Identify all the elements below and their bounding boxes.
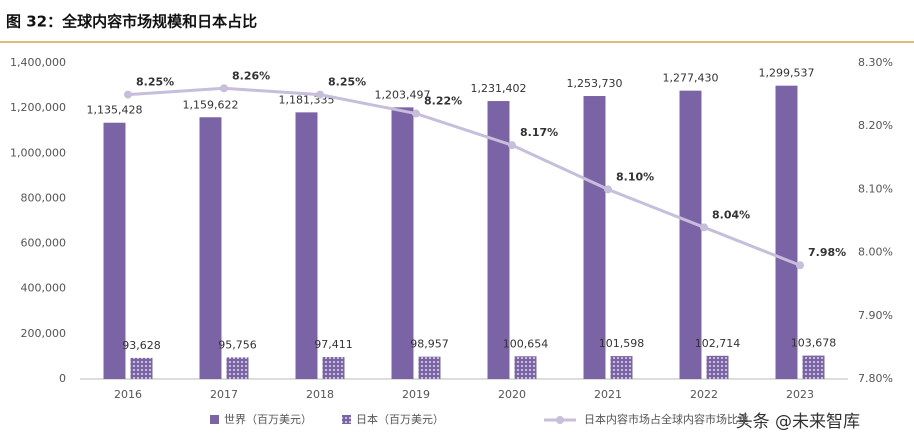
line-value-label: 8.04% (712, 208, 750, 221)
x-tick-label: 2017 (210, 388, 238, 401)
bar (199, 117, 222, 380)
bar-value-label: 1,159,622 (183, 98, 239, 111)
line-point (508, 141, 516, 150)
legend-label: 日本（百万美元） (356, 412, 444, 426)
x-tick-label: 2019 (402, 388, 430, 401)
watermark: 头条 @未来智库 (736, 412, 860, 432)
bar-value-label: 100,654 (503, 337, 549, 350)
bar (610, 356, 633, 379)
legend-label: 世界（百万美元） (224, 413, 312, 426)
bar-value-label: 103,678 (791, 337, 837, 350)
line-point (220, 84, 228, 93)
y2-tick-label: 7.90% (858, 309, 893, 322)
bar (802, 355, 825, 379)
y2-tick-label: 8.20% (858, 119, 893, 132)
line-value-label: 8.10% (616, 170, 654, 183)
bar (226, 357, 249, 379)
legend-marker (556, 416, 564, 424)
y2-tick-label: 8.00% (858, 246, 893, 259)
line-point (316, 90, 324, 99)
legend-label: 日本内容市场占全球内容市场比重 (584, 412, 749, 426)
line-value-label: 8.26% (232, 69, 270, 82)
line-value-label: 7.98% (808, 246, 846, 259)
bar (487, 101, 510, 379)
line-point (124, 90, 132, 99)
y-tick-label: 600,000 (21, 237, 67, 250)
line-value-label: 8.25% (328, 76, 366, 89)
bar (295, 112, 318, 380)
bar (514, 356, 537, 379)
x-tick-label: 2018 (306, 388, 334, 401)
bar (391, 107, 414, 380)
bar-value-label: 1,203,497 (375, 88, 431, 101)
y2-tick-label: 8.30% (858, 56, 893, 69)
y2-tick-label: 7.80% (858, 372, 893, 385)
bar-value-label: 102,714 (695, 337, 741, 350)
line-value-label: 8.25% (136, 76, 174, 89)
bar (679, 90, 702, 379)
bar-value-label: 1,253,730 (567, 77, 623, 90)
bar (706, 355, 729, 379)
y-tick-label: 1,000,000 (10, 146, 66, 159)
bar-value-label: 93,628 (122, 339, 161, 352)
bar (418, 356, 441, 379)
bar (130, 357, 153, 379)
bar (583, 96, 606, 379)
line (127, 86, 801, 267)
bar (103, 122, 126, 379)
x-tick-label: 2023 (786, 388, 814, 401)
bar-value-label: 1,299,537 (759, 67, 815, 80)
y-tick-label: 200,000 (21, 327, 67, 340)
bar-value-label: 1,135,428 (87, 104, 143, 117)
bar (775, 85, 798, 379)
bar-value-label: 98,957 (410, 338, 449, 351)
line-point (796, 261, 804, 270)
bar (322, 357, 345, 379)
legend-swatch (342, 415, 351, 424)
bar-value-label: 1,277,430 (663, 72, 719, 85)
line-point (700, 223, 708, 232)
x-tick-label: 2021 (594, 388, 622, 401)
line-value-label: 8.22% (424, 95, 462, 108)
bar-value-label: 95,756 (218, 338, 257, 351)
line-point (412, 109, 420, 118)
chart-title: 图 32：全球内容市场规模和日本占比 (6, 13, 257, 31)
y-tick-label: 1,400,000 (10, 56, 66, 69)
x-tick-label: 2022 (690, 388, 718, 401)
y-tick-label: 800,000 (21, 191, 67, 204)
y-tick-label: 0 (59, 372, 66, 385)
legend-swatch (210, 415, 219, 424)
x-tick-label: 2020 (498, 388, 526, 401)
x-tick-label: 2016 (114, 388, 142, 401)
y-tick-label: 400,000 (21, 282, 67, 295)
y-tick-label: 1,200,000 (10, 101, 66, 114)
bar-value-label: 97,411 (314, 338, 353, 351)
y2-tick-label: 8.10% (858, 182, 893, 195)
bar-value-label: 101,598 (599, 337, 645, 350)
line-value-label: 8.17% (520, 126, 558, 139)
line-point (604, 185, 612, 194)
bar-value-label: 1,231,402 (471, 82, 527, 95)
